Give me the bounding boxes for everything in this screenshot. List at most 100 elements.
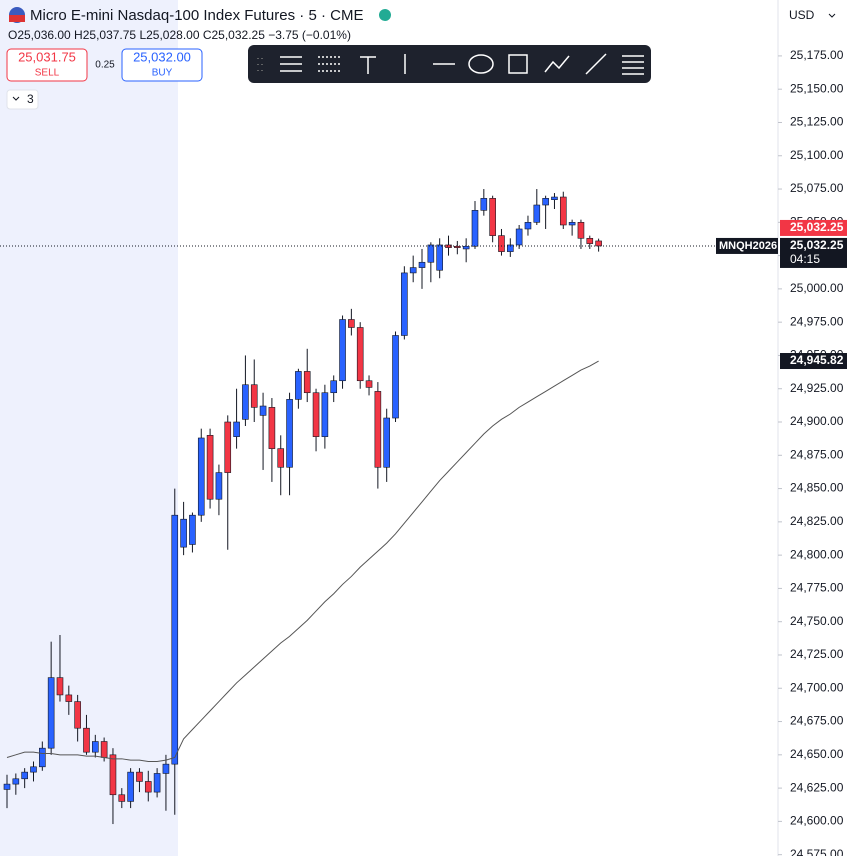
y-tick-label: 25,000.00 [790,281,844,295]
candle-body [47,677,55,749]
indicators-count: 3 [27,92,34,106]
candle-body [295,371,302,400]
candle-body [480,198,488,211]
tool-ellipse[interactable] [468,54,494,74]
y-tick-label: 25,075.00 [790,181,844,195]
y-tick-label: 24,975.00 [790,314,844,328]
candle-body [595,240,602,247]
candle-body [418,261,426,268]
candle-body [454,245,461,248]
y-tick-label: 24,600.00 [790,814,844,828]
spread: 0.25 [95,60,115,71]
chevron-icon [828,13,836,18]
candle-body [312,392,320,437]
candle-body [259,405,267,416]
candle-body [559,196,567,226]
candle-body [533,204,541,223]
candle-body [233,421,240,437]
currency: USD [789,8,815,22]
drawing-toolbar [248,45,651,83]
sell-label: SELL [35,68,60,79]
candle-body [277,448,285,468]
indicators-toggle[interactable] [6,89,39,110]
last-price-label: 25,032.25 [790,220,844,234]
candle-body [180,518,187,548]
candle-body [551,196,558,200]
candle-body [515,228,523,246]
candle-body [542,198,549,206]
drag-handle[interactable] [257,58,263,71]
candle-body [330,380,338,394]
candle-body [74,701,81,729]
y-tick-label: 24,775.00 [790,581,844,595]
candle-body [286,399,293,468]
candle-body [462,245,470,250]
candle-body [339,319,346,382]
price-tag [780,237,847,268]
candle-body [524,222,532,230]
candle-body [92,741,99,753]
candle-body [118,794,126,802]
last-price-tag [780,219,847,236]
status-dot [379,9,391,21]
candle-body [507,244,514,252]
y-tick-label: 25,100.00 [790,148,844,162]
candle-body [321,392,329,437]
price-label: 25,032.25 [790,238,844,252]
buy-price: 25,032.00 [133,49,191,64]
candle-body [356,327,364,382]
y-tick-label: 24,900.00 [790,414,844,428]
candle-body [427,244,435,263]
candle-body [171,514,179,765]
currency-select[interactable] [781,3,843,27]
ohlc-line: O25,036.00 H25,037.75 L25,028.00 C25,032… [8,28,351,42]
candle-body [153,773,161,793]
y-tick-label: 24,800.00 [790,547,844,561]
plot [0,189,778,825]
candle-body [374,391,382,468]
buy-label: BUY [152,68,173,79]
candle-body [498,235,505,252]
tool-trendline[interactable] [585,53,607,75]
candle-body [436,244,443,271]
y-tick-label: 25,150.00 [790,81,844,95]
candle-body [392,335,399,419]
y-tick-label: 24,825.00 [790,514,844,528]
candle-body [471,210,479,247]
candle-body [56,677,64,696]
y-tick-label: 24,625.00 [790,780,844,794]
candle-body [3,783,11,790]
candle-body [489,198,496,236]
y-tick-label: 25,125.00 [790,115,844,129]
tool-text[interactable] [360,56,376,74]
buy-button[interactable] [121,48,203,82]
y-tick-label: 24,850.00 [790,481,844,495]
candle-body [365,380,373,388]
candle-body [401,272,408,336]
candle-body [65,694,73,702]
y-tick-label: 24,925.00 [790,381,844,395]
tool-rect[interactable] [508,54,528,74]
sell-button[interactable] [6,48,88,82]
tool-fib[interactable] [280,56,302,72]
candle-body [445,244,452,248]
y-tick-label: 24,725.00 [790,647,844,661]
candle-body [215,472,223,500]
candle-body [348,319,355,328]
y-tick-label: 24,675.00 [790,714,844,728]
countdown: 04:15 [790,252,820,266]
candle-body [250,384,258,408]
candle-body [21,771,28,780]
tool-more[interactable] [622,55,644,75]
candle-body [189,514,196,545]
moving-average [6,360,599,762]
y-tick-label: 24,750.00 [790,614,844,628]
candle-body [577,222,585,239]
y-tick-label: 24,650.00 [790,747,844,761]
candle-body [568,222,576,226]
tool-path[interactable] [544,55,570,73]
candle-body [12,778,20,785]
candle-body [100,741,108,758]
